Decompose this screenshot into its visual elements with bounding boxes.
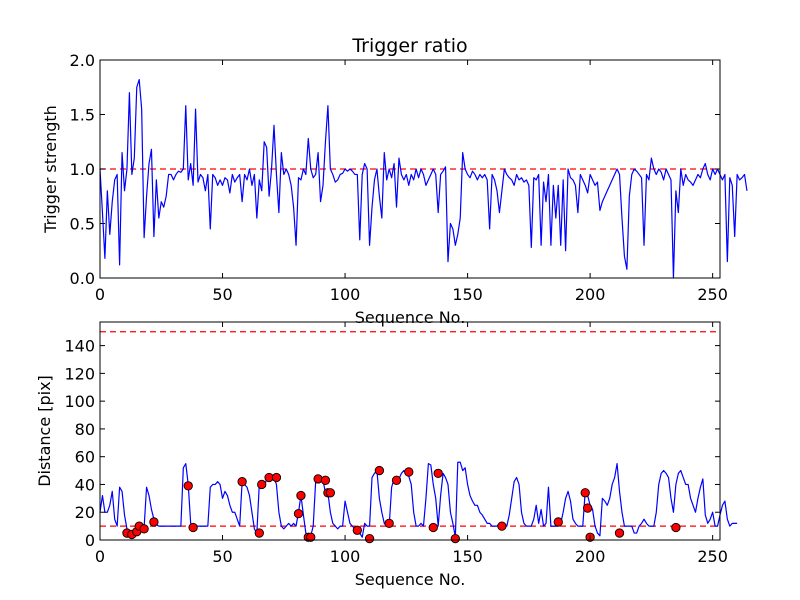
x-tick-label: 100 [330, 547, 361, 566]
y-tick-label: 0.5 [70, 215, 95, 234]
chart-title: Trigger ratio [351, 35, 467, 57]
data-point [293, 508, 304, 519]
chart-marks [99, 79, 748, 279]
plot-frame [99, 321, 721, 541]
y-tick-label: 20 [75, 503, 95, 522]
data-point [671, 522, 681, 533]
x-tick-label: 200 [575, 547, 606, 566]
data-point [306, 532, 316, 542]
x-axis-label: Sequence No. [355, 308, 466, 327]
data-point [614, 528, 625, 538]
data-point [237, 477, 247, 487]
x-tick-label: 50 [212, 285, 232, 304]
data-point [374, 465, 385, 476]
data-point [583, 503, 593, 513]
x-tick-label: 250 [697, 547, 728, 566]
data-point [296, 490, 306, 501]
data-point [497, 521, 507, 531]
data-point [271, 472, 282, 483]
data-point [384, 518, 394, 528]
y-tick-label: 140 [64, 337, 95, 356]
y-tick-label: 40 [75, 475, 95, 494]
data-point [553, 517, 563, 527]
axis-ticks: 0 50 100 150 200 250 0.0 0.5 1.0 1.5 2.0 [70, 51, 728, 304]
y-tick-label: 100 [64, 392, 95, 411]
y-tick-label: 60 [75, 448, 95, 467]
data-point [450, 533, 460, 544]
data-point [352, 525, 362, 535]
data-point [391, 475, 402, 485]
axis-ticks: 0 50 100 150 200 250 0 20 40 60 80 100 120 140 [64, 322, 728, 566]
data-point [428, 522, 438, 533]
y-tick-label: 2.0 [70, 51, 95, 70]
x-tick-label: 250 [697, 285, 728, 304]
y-axis-label: Trigger strength [41, 105, 60, 234]
data-point [320, 475, 331, 485]
y-tick-label: 0 [85, 531, 95, 550]
data-point [188, 522, 198, 533]
y-axis-label: Distance [pix] [35, 375, 54, 487]
data-point [139, 524, 149, 534]
data-point [364, 533, 375, 544]
x-tick-label: 0 [95, 547, 105, 566]
data-point [325, 488, 336, 498]
distance-chart: 0 50 100 150 200 250 0 20 40 60 80 100 120 140 Sequen… [35, 321, 738, 589]
x-tick-label: 200 [575, 285, 606, 304]
data-point [183, 481, 193, 491]
y-tick-label: 0.0 [70, 269, 95, 288]
data-point [580, 488, 590, 498]
y-tick-label: 120 [64, 364, 95, 383]
chart-marks [99, 331, 738, 544]
x-axis-label: Sequence No. [355, 570, 466, 589]
x-tick-label: 0 [95, 285, 105, 304]
series-line [99, 79, 748, 279]
y-tick-label: 1.0 [70, 160, 95, 179]
x-tick-label: 50 [212, 547, 232, 566]
x-tick-label: 150 [452, 547, 483, 566]
data-point [433, 468, 443, 479]
y-tick-label: 80 [75, 420, 95, 439]
data-point [149, 517, 159, 527]
x-tick-label: 150 [452, 285, 483, 304]
y-tick-label: 1.5 [70, 106, 95, 125]
data-point [404, 467, 414, 477]
x-tick-label: 100 [330, 285, 361, 304]
data-point [254, 528, 264, 538]
data-point [257, 479, 267, 490]
series-line [99, 461, 738, 538]
